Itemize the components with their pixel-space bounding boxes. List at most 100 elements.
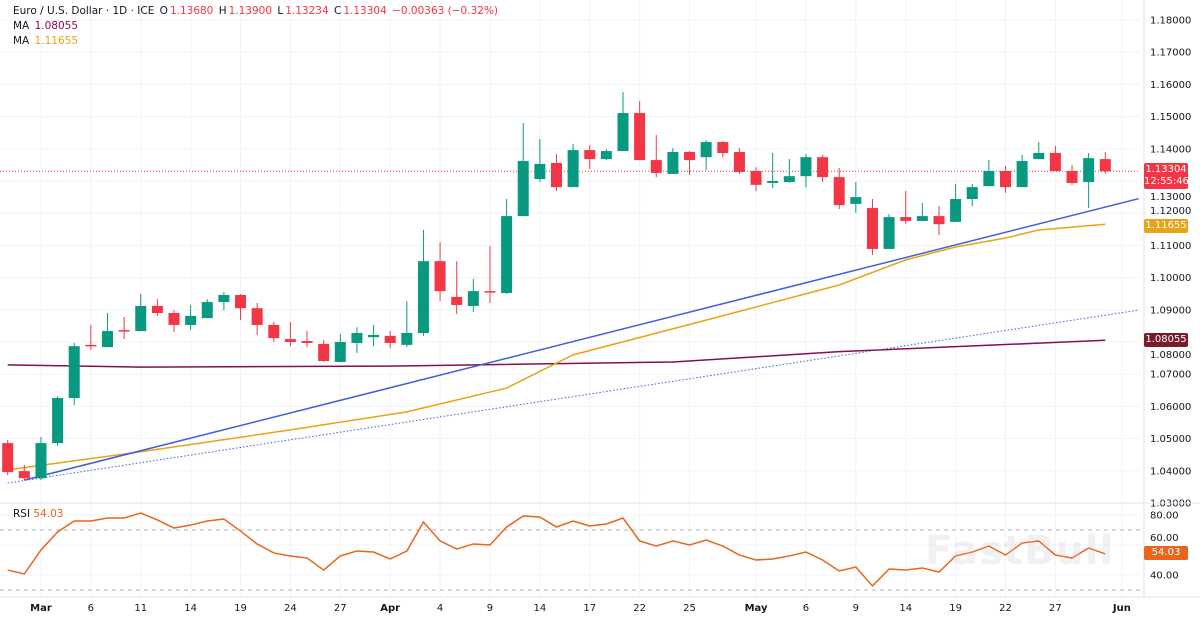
candle-down — [866, 208, 878, 249]
candle-up — [417, 261, 429, 333]
candle-up — [534, 163, 546, 180]
price-axis-label: 1.05000 — [1150, 434, 1191, 445]
open-value: 1.13680 — [169, 5, 214, 17]
candle-down — [284, 339, 296, 342]
candle-up — [201, 302, 213, 319]
candle-up — [667, 152, 679, 174]
change-value: −0.00363 (−0.32%) — [392, 5, 499, 17]
candle-down — [301, 341, 313, 343]
open-label: O — [159, 5, 168, 17]
ma-legend-1[interactable]: MA 1.08055 — [13, 19, 500, 34]
candle-up — [950, 199, 962, 222]
candle-down — [1049, 152, 1061, 172]
trendline-dotted[interactable] — [7, 309, 1139, 484]
rsi-value: 54.03 — [33, 508, 64, 520]
trendline[interactable] — [24, 197, 1139, 481]
time-axis-label: 19 — [234, 603, 247, 614]
ma-value: 1.08055 — [34, 20, 79, 32]
time-axis-label: 14 — [184, 603, 197, 614]
candle-down — [318, 343, 330, 361]
price-axis-label: 1.17000 — [1150, 48, 1191, 59]
candle-up — [600, 151, 612, 160]
rsi-legend[interactable]: RSI 54.03 — [13, 508, 63, 520]
ma-legend-2[interactable]: MA 1.11655 — [13, 34, 500, 49]
ma-50-line — [7, 223, 1106, 471]
candle-down — [634, 113, 646, 161]
ohlc-row: Euro / U.S. Dollar · 1D · ICE O 1.13680 H… — [13, 4, 500, 19]
rsi-value-tag: 54.03 — [1144, 546, 1188, 560]
time-axis-label: May — [745, 603, 768, 614]
candle-down — [833, 177, 845, 206]
candle-down — [650, 160, 662, 173]
candle-down — [684, 152, 696, 161]
high-label: H — [218, 5, 227, 17]
price-axis-label: 1.13000 — [1150, 192, 1191, 203]
time-axis-label: Apr — [380, 603, 400, 614]
price-axis-label: 1.03000 — [1150, 499, 1191, 510]
candle-down — [550, 162, 562, 188]
candle-down — [168, 313, 180, 325]
trendlines[interactable] — [0, 170, 1140, 484]
candle-up — [501, 216, 513, 294]
moving-averages — [7, 223, 1106, 471]
symbol-title[interactable]: Euro / U.S. Dollar · 1D · ICE — [13, 5, 155, 17]
candle-up — [467, 291, 479, 306]
chart-legend: Euro / U.S. Dollar · 1D · ICE O 1.13680 H… — [13, 4, 500, 49]
time-axis-label: 24 — [284, 603, 297, 614]
candle-down — [584, 150, 596, 160]
candle-up — [983, 171, 995, 187]
candle-up — [767, 181, 779, 183]
ma-label: MA — [13, 35, 30, 47]
time-axis-label: 22 — [633, 603, 646, 614]
close-value: 1.13304 — [343, 5, 387, 17]
price-axis-label: 1.14000 — [1150, 144, 1191, 155]
candle-up — [1033, 152, 1045, 160]
time-axis-label: 6 — [803, 603, 809, 614]
candle-up — [1083, 158, 1095, 182]
candle-up — [68, 346, 80, 399]
time-axis-label: 27 — [334, 603, 347, 614]
ma2-price-tag: 1.11655 — [1144, 219, 1188, 233]
close-label: C — [334, 5, 342, 17]
low-value: 1.13234 — [285, 5, 329, 17]
candle-down — [235, 294, 247, 309]
time-axis-label: 14 — [533, 603, 546, 614]
candle-up — [517, 161, 529, 217]
candle-up — [35, 443, 47, 479]
candle-down — [18, 471, 30, 479]
time-axis-label: 22 — [999, 603, 1012, 614]
candle-down — [1099, 159, 1111, 172]
candle-down — [733, 152, 745, 172]
candle-down — [85, 344, 97, 347]
rsi-axis-label: 40.00 — [1150, 571, 1179, 582]
rsi-axis-label: 80.00 — [1150, 511, 1179, 522]
time-axis-label: 11 — [134, 603, 147, 614]
price-axis-label: 1.16000 — [1150, 80, 1191, 91]
ma-label: MA — [13, 20, 30, 32]
candle-down — [268, 324, 280, 339]
time-axis-label: 19 — [949, 603, 962, 614]
candle-up — [700, 142, 712, 158]
candle-down — [900, 217, 912, 221]
price-axis-label: 1.04000 — [1150, 466, 1191, 477]
candle-down — [118, 330, 130, 332]
high-value: 1.13900 — [228, 5, 273, 17]
time-axis-label: Mar — [30, 603, 52, 614]
candle-up — [916, 216, 928, 221]
candle-up — [850, 197, 862, 204]
candle-up — [1016, 161, 1028, 188]
candle-up — [401, 332, 413, 345]
time-axis-label: 9 — [487, 603, 493, 614]
candle-up — [800, 157, 812, 177]
price-axis-label: 1.11000 — [1150, 241, 1191, 252]
price-axis-label: 1.12000 — [1150, 206, 1191, 217]
time-axis-label: 6 — [88, 603, 94, 614]
price-axis-label: 1.09000 — [1150, 305, 1191, 316]
low-label: L — [277, 5, 284, 17]
last-price: 1.13304 — [1145, 164, 1187, 175]
candle-down — [451, 296, 463, 305]
time-axis-label: 27 — [1049, 603, 1062, 614]
rsi-axis-label: 60.00 — [1150, 533, 1179, 544]
rsi-label: RSI — [13, 508, 31, 520]
